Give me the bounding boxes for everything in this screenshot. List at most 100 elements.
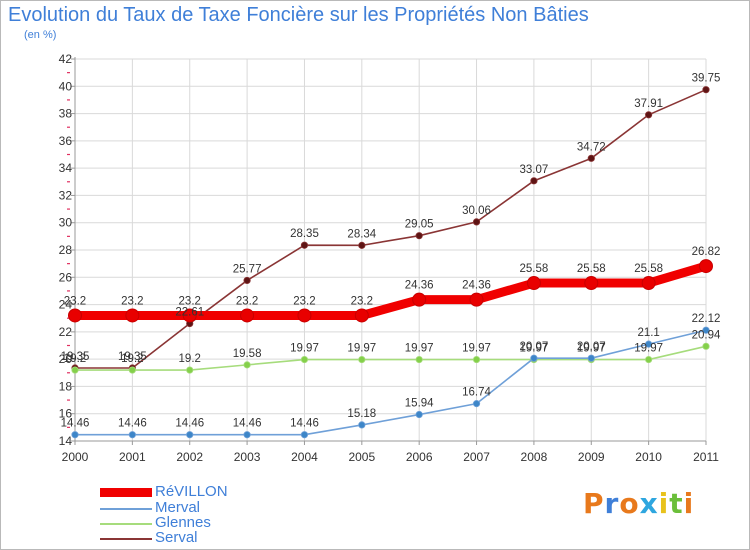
y-tick-label: 20 [59, 352, 73, 366]
chart-unit-label: (en %) [24, 29, 57, 41]
data-point [472, 400, 481, 408]
y-tick-label: 36 [59, 134, 73, 148]
data-label: 16.74 [462, 387, 491, 399]
data-label: 37.91 [634, 98, 663, 110]
data-point [415, 410, 423, 419]
data-label: 14.46 [175, 418, 204, 430]
data-point [469, 292, 484, 307]
y-tick-label: 40 [59, 79, 73, 93]
series-line [74, 88, 707, 369]
data-point [358, 355, 366, 364]
x-tick-label: 2007 [463, 450, 490, 464]
data-label: 25.58 [577, 263, 606, 275]
legend-label: Serval [155, 529, 198, 546]
logo-letter: t [669, 487, 684, 520]
x-tick-label: 2006 [406, 450, 433, 464]
data-label: 19.2 [179, 353, 201, 365]
data-label: 29.05 [405, 219, 434, 231]
x-tick-label: 2008 [521, 450, 548, 464]
logo-letter: P [583, 487, 605, 520]
data-label: 23.2 [179, 295, 201, 307]
data-label: 28.35 [290, 228, 319, 240]
data-point [645, 111, 653, 119]
y-tick-label: 42 [59, 52, 73, 66]
data-label: 19.97 [290, 343, 319, 355]
y-tick-label: 32 [59, 188, 73, 202]
data-point [243, 276, 251, 285]
data-point [472, 218, 481, 226]
data-point [240, 308, 255, 323]
chart-title: Evolution du Taux de Taxe Foncière sur l… [8, 4, 589, 26]
x-tick-label: 2009 [578, 450, 605, 464]
x-tick-label: 2000 [62, 450, 89, 464]
data-point [530, 354, 538, 362]
data-label: 28.34 [347, 228, 376, 240]
data-point [128, 431, 136, 439]
data-point [645, 340, 653, 348]
data-label: 33.07 [520, 164, 549, 176]
data-label: 39.75 [692, 73, 721, 85]
data-label: 20.94 [692, 329, 721, 341]
legend-swatch [100, 488, 152, 497]
data-label: 19.35 [118, 351, 147, 363]
data-label: 19.97 [577, 343, 606, 355]
data-label: 34.72 [577, 141, 606, 153]
data-point [645, 355, 653, 364]
data-label: 14.46 [61, 418, 90, 430]
data-point [243, 361, 251, 369]
proxiti-logo: Proxiti [583, 487, 694, 520]
legend-swatch [100, 508, 152, 510]
legend-label: Glennes [155, 514, 211, 531]
x-tick-label: 2002 [176, 450, 203, 464]
y-tick-label: 22 [59, 325, 73, 339]
data-label: 14.46 [118, 418, 147, 430]
data-point [71, 431, 79, 439]
data-label: 14.46 [233, 418, 262, 430]
y-tick-label: 14 [59, 434, 73, 448]
data-point [587, 354, 595, 362]
legend-swatch [100, 523, 152, 525]
y-tick-label: 34 [59, 161, 73, 175]
data-point [526, 276, 541, 291]
legend-item: RéVILLON [100, 483, 300, 502]
legend-item: Glennes [100, 514, 300, 533]
x-tick-label: 2004 [291, 450, 318, 464]
series-1 [71, 326, 710, 439]
data-label: 19.35 [61, 351, 90, 363]
data-label: 19.2 [121, 353, 143, 365]
data-label: 22.12 [692, 313, 721, 325]
data-label: 15.18 [347, 408, 376, 420]
data-point [243, 431, 251, 439]
y-tick-label: 16 [59, 407, 73, 421]
series-2 [71, 342, 710, 374]
data-label: 19.97 [462, 343, 491, 355]
data-label: 24.36 [462, 280, 491, 292]
y-tick-label: 24 [59, 298, 73, 312]
data-label: 23.2 [293, 295, 315, 307]
data-label: 25.58 [520, 263, 549, 275]
data-point [300, 431, 309, 439]
legend-item: Serval [100, 529, 300, 548]
data-point [587, 154, 595, 162]
data-label: 19.2 [64, 353, 86, 365]
data-label: 26.82 [692, 246, 721, 258]
data-point [300, 355, 309, 364]
data-label: 14.46 [290, 418, 319, 430]
data-point [125, 308, 140, 323]
data-label: 23.2 [236, 295, 258, 307]
data-label: 19.97 [347, 343, 376, 355]
series-line [74, 329, 707, 436]
data-label: 30.06 [462, 205, 491, 217]
data-point [702, 342, 710, 350]
data-point [699, 259, 713, 274]
data-label: 25.77 [233, 263, 262, 275]
y-tick-label: 18 [59, 379, 73, 393]
gridlines [74, 58, 707, 442]
y-tick-label: 30 [59, 216, 73, 230]
data-label: 15.94 [405, 398, 434, 410]
x-tick-label: 2001 [119, 450, 146, 464]
data-label: 23.2 [121, 295, 143, 307]
data-label: 19.97 [405, 343, 434, 355]
